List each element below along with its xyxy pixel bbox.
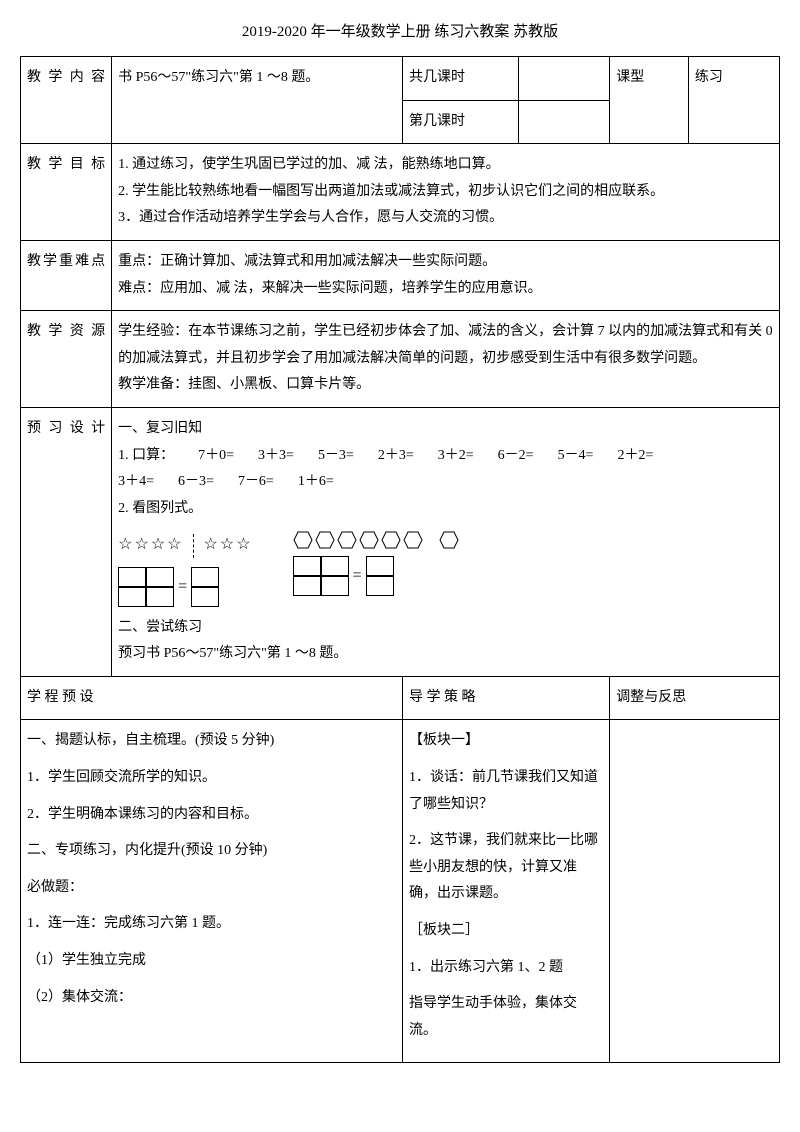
calc-item: 7－6= [238, 469, 274, 496]
keypoints-cell: 重点：正确计算加、减法算式和用加减法解决一些实际问题。 难点：应用加、减 法，来… [112, 240, 780, 310]
mid-column-content: 【板块一】 1．谈话：前几节课我们又知道了哪些知识？ 2．这节课，我们就来比一比… [402, 720, 609, 1063]
preview-cell: 一、复习旧知 1. 口算： 7＋0= 3＋3= 5－3= 2＋3= 3＋2= 6… [112, 407, 780, 676]
row-label-preview: 预习设计 [21, 407, 112, 676]
goal-line: 2. 学生能比较熟练地看一幅图写出两道加法或减法算式，初步认识它们之间的相应联系… [118, 179, 773, 206]
resource-line: 教学准备：挂图、小黑板、口算卡片等。 [118, 372, 773, 399]
calc-item: 6－2= [498, 443, 534, 470]
class-type-label: 课型 [610, 57, 689, 144]
mid-line: 1．谈话：前几节课我们又知道了哪些知识？ [409, 765, 603, 818]
hexagon-icon [337, 530, 357, 550]
hexagon-icon [403, 530, 423, 550]
hexagon-icon [293, 530, 313, 550]
class-type-value: 练习 [688, 57, 779, 144]
hexagon-icon [381, 530, 401, 550]
calc-item: 3＋2= [438, 443, 474, 470]
left-line: （2）集体交流： [27, 985, 396, 1012]
goals-cell: 1. 通过练习，使学生巩固已学过的加、减 法，能熟练地口算。 2. 学生能比较熟… [112, 144, 780, 241]
teach-content-text: 书 P56～57"练习六"第 1 ～8 题。 [112, 57, 403, 144]
row-label-resources: 教学资源 [21, 311, 112, 408]
shapes-row: ☆☆☆☆ ☆☆☆ = [118, 530, 773, 606]
calc-item: 3＋4= [118, 469, 154, 496]
left-line: 必做题： [27, 875, 396, 902]
equation-boxes: = [293, 556, 459, 596]
row-label-content: 教学内容 [21, 57, 112, 144]
preview-h2: 二、尝试练习 [118, 615, 773, 642]
bottom-header-1: 学 程 预 设 [21, 676, 403, 720]
mid-line: 【板块一】 [409, 728, 603, 755]
mid-line: 指导学生动手体验，集体交流。 [409, 991, 603, 1044]
left-column-content: 一、揭题认标，自主梳理。(预设 5 分钟) 1．学生回顾交流所学的知识。 2．学… [21, 720, 403, 1063]
calc-label: 1. 口算： [118, 443, 174, 470]
hexagon-row [293, 530, 459, 550]
total-periods-value [519, 57, 610, 101]
keypoint-line: 重点：正确计算加、减法算式和用加减法解决一些实际问题。 [118, 249, 773, 276]
left-line: 2．学生明确本课练习的内容和目标。 [27, 802, 396, 829]
left-line: 二、专项练习，内化提升(预设 10 分钟) [27, 838, 396, 865]
hexagon-diagram: = [293, 530, 459, 596]
mid-line: 1．出示练习六第 1、2 题 [409, 955, 603, 982]
hexagon-icon [359, 530, 379, 550]
calc-item: 7＋0= [198, 443, 234, 470]
goal-line: 3．通过合作活动培养学生学会与人合作，愿与人交流的习惯。 [118, 205, 773, 232]
calc-item: 6－3= [178, 469, 214, 496]
star-diagram: ☆☆☆☆ ☆☆☆ = [118, 530, 252, 606]
row-label-goals: 教学目标 [21, 144, 112, 241]
hexagon-icon [439, 530, 459, 550]
right-column-content [610, 720, 780, 1063]
stars-right: ☆☆☆ [204, 536, 253, 553]
bottom-header-3: 调整与反思 [610, 676, 780, 720]
bottom-header-2: 导 学 策 略 [402, 676, 609, 720]
left-line: 1．连一连：完成练习六第 1 题。 [27, 911, 396, 938]
calc-item: 5－4= [558, 443, 594, 470]
preview-h1: 一、复习旧知 [118, 416, 773, 443]
calc-item: 2＋2= [617, 443, 653, 470]
total-periods-label: 共几课时 [402, 57, 518, 101]
calc-item: 2＋3= [378, 443, 414, 470]
left-line: 一、揭题认标，自主梳理。(预设 5 分钟) [27, 728, 396, 755]
calc-row-1: 1. 口算： 7＋0= 3＋3= 5－3= 2＋3= 3＋2= 6－2= 5－4… [118, 443, 773, 470]
equation-boxes: = [118, 567, 252, 607]
calc-item: 1＋6= [298, 469, 334, 496]
which-period-value [519, 100, 610, 144]
which-period-label: 第几课时 [402, 100, 518, 144]
mid-line: ［板块二］ [409, 918, 603, 945]
stars-left: ☆☆☆☆ [118, 536, 183, 553]
goal-line: 1. 通过练习，使学生巩固已学过的加、减 法，能熟练地口算。 [118, 152, 773, 179]
preview-p2: 2. 看图列式。 [118, 496, 773, 523]
dashed-separator [193, 534, 194, 558]
page-title: 2019-2020 年一年级数学上册 练习六教案 苏教版 [20, 20, 780, 41]
keypoint-line: 难点：应用加、减 法，来解决一些实际问题，培养学生的应用意识。 [118, 276, 773, 303]
resource-line: 学生经验：在本节课练习之前，学生已经初步体会了加、减法的含义，会计算 7 以内的… [118, 319, 773, 372]
left-line: （1）学生独立完成 [27, 948, 396, 975]
calc-item: 3＋3= [258, 443, 294, 470]
calc-row-2: 3＋4= 6－3= 7－6= 1＋6= [118, 469, 773, 496]
row-label-keypoints: 教学重难点 [21, 240, 112, 310]
left-line: 1．学生回顾交流所学的知识。 [27, 765, 396, 792]
calc-item: 5－3= [318, 443, 354, 470]
hexagon-icon [315, 530, 335, 550]
lesson-plan-table: 教学内容 书 P56～57"练习六"第 1 ～8 题。 共几课时 课型 练习 第… [20, 56, 780, 1063]
resources-cell: 学生经验：在本节课练习之前，学生已经初步体会了加、减法的含义，会计算 7 以内的… [112, 311, 780, 408]
mid-line: 2．这节课，我们就来比一比哪些小朋友想的快，计算又准确，出示课题。 [409, 828, 603, 908]
preview-p3: 预习书 P56～57"练习六"第 1 ～8 题。 [118, 641, 773, 668]
